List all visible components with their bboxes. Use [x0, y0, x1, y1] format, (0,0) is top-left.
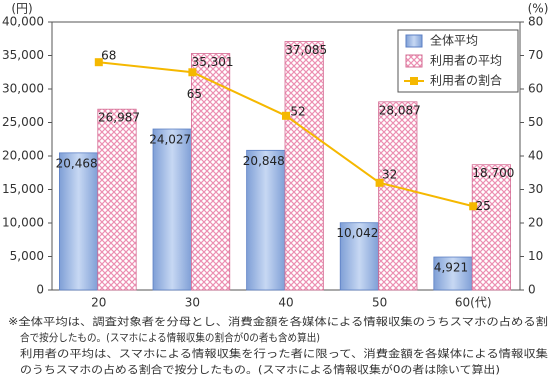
legend-label: 利用者の平均 [430, 54, 502, 68]
y2-tick-label: 0 [528, 283, 536, 297]
bar [433, 256, 473, 291]
line-point [94, 58, 103, 67]
value-label: 18,700 [472, 166, 514, 180]
y2-tick-label: 80 [528, 15, 543, 29]
x-tick-label: 60(代) [455, 296, 492, 310]
footnote: ※全体平均は、調査対象者を分母とし、消費金額を各媒体による情報収集のうちスマホの… [8, 315, 549, 376]
y-tick-label: 15,000 [2, 182, 44, 196]
legend-swatch [405, 34, 423, 48]
y2-tick-label: 40 [528, 149, 543, 163]
y2-tick-label: 10 [528, 249, 543, 263]
bar [378, 101, 418, 291]
value-label: 65 [187, 87, 202, 101]
legend-marker [410, 77, 418, 85]
bar [152, 128, 192, 291]
legend-swatch [405, 54, 423, 68]
value-label: 35,301 [192, 55, 234, 69]
y2-tick-label: 30 [528, 182, 543, 196]
y2-tick-label: 20 [528, 216, 543, 230]
value-label: 32 [382, 167, 397, 181]
y2-tick-label: 70 [528, 48, 543, 62]
footnote-line: 合で按分したもの。(スマホによる情報収集の割合が0の者も含め算出) [20, 331, 320, 344]
y-tick-label: 5,000 [10, 249, 44, 263]
value-label: 20,848 [243, 154, 285, 168]
value-label: 26,987 [98, 111, 140, 125]
value-label: 52 [290, 104, 305, 118]
x-tick-label: 20 [91, 296, 106, 310]
value-label: 4,921 [434, 261, 468, 275]
line-point [282, 111, 290, 120]
y2-axis-label: (%) [528, 2, 549, 16]
footnote-line: 利用者の平均は、スマホによる情報収集を行った者に限って、消費金額を各媒体による情… [20, 347, 549, 360]
bar [190, 53, 231, 291]
bar [97, 108, 137, 291]
bar [471, 164, 511, 291]
y-tick-label: 20,000 [2, 149, 44, 163]
x-tick-label: 30 [185, 296, 200, 310]
line-point [469, 202, 478, 211]
footnote-line: ※全体平均は、調査対象者を分母とし、消費金額を各媒体による情報収集のうちスマホの… [8, 315, 548, 328]
y-tick-label: 35,000 [2, 48, 44, 62]
y-tick-label: 10,000 [2, 216, 44, 230]
value-label: 10,042 [336, 226, 378, 240]
y-tick-label: 0 [36, 283, 44, 297]
y-tick-label: 40,000 [2, 15, 44, 29]
line-point [375, 178, 384, 187]
value-label: 68 [101, 49, 116, 63]
x-tick-label: 50 [372, 296, 387, 310]
bar [59, 152, 99, 291]
y-tick-label: 25,000 [2, 115, 44, 129]
y2-tick-label: 60 [528, 82, 543, 96]
y2-tick-label: 50 [528, 115, 543, 129]
legend-label: 全体平均 [430, 33, 478, 48]
footnote-line: のうちスマホの占める割合で按分したもの。(スマホによる情報収集が0の者は除いて算… [20, 363, 500, 376]
value-label: 37,085 [285, 43, 327, 57]
y-axis-label: (円) [11, 2, 32, 16]
bar [284, 41, 324, 291]
x-tick-label: 40 [278, 296, 293, 310]
line-point [188, 68, 197, 77]
value-label: 20,468 [56, 156, 98, 170]
value-label: 25 [476, 199, 491, 213]
legend-label: 利用者の割合 [430, 73, 502, 88]
value-label: 24,027 [149, 133, 191, 147]
bar [246, 149, 286, 291]
y-tick-label: 30,000 [2, 82, 44, 96]
value-label: 28,087 [379, 103, 421, 117]
